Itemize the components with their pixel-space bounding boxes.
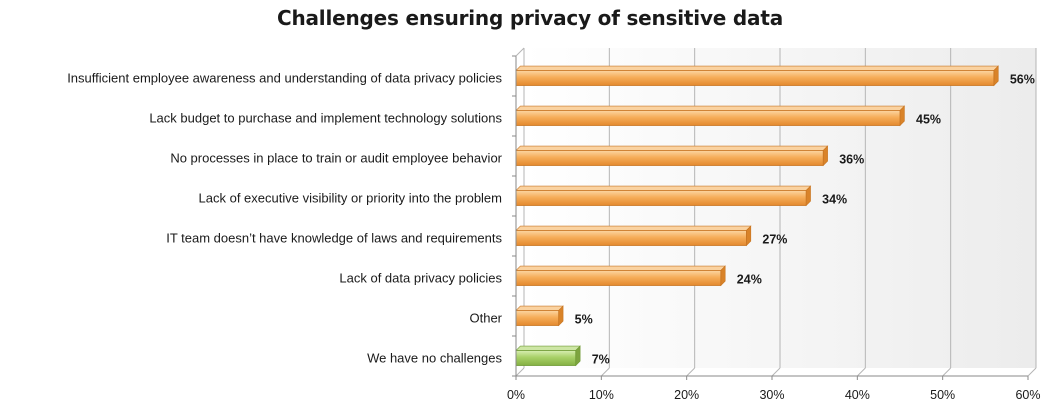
bar [515, 145, 829, 167]
category-label: No processes in place to train or audit … [170, 150, 502, 165]
gridline-floor [686, 367, 696, 377]
bar-top-face [515, 265, 726, 271]
bar [515, 185, 812, 207]
bar [515, 345, 581, 367]
category-label: Lack of executive visibility or priority… [199, 190, 502, 205]
category-label: Lack budget to purchase and implement te… [149, 110, 502, 125]
x-tick-label: 30% [759, 388, 784, 402]
category-label: Insufficient employee awareness and unde… [67, 70, 502, 85]
x-tick-label: 0% [507, 388, 525, 402]
gridline-floor [1027, 367, 1037, 377]
data-label: 5% [575, 312, 593, 326]
x-tick-label: 40% [845, 388, 870, 402]
category-label: IT team doesn’t have knowledge of laws a… [166, 230, 502, 245]
category-label: Other [469, 310, 502, 325]
bar [515, 305, 564, 327]
gridline-floor [856, 367, 866, 377]
data-label: 56% [1010, 72, 1035, 86]
bar-front-face [515, 350, 577, 366]
gridline-floor [600, 367, 610, 377]
bar-top-face [515, 145, 829, 151]
chart-title: Challenges ensuring privacy of sensitive… [276, 6, 783, 30]
gridline-floor [942, 367, 952, 377]
bar-top-face [515, 305, 564, 311]
data-label: 7% [592, 352, 610, 366]
bar-top-face [515, 65, 999, 71]
x-tick-label: 10% [589, 388, 614, 402]
bar-top-face [515, 225, 752, 231]
bar-front-face [515, 110, 901, 126]
data-label: 27% [762, 232, 787, 246]
bar-front-face [515, 150, 824, 166]
bar [515, 265, 726, 287]
bar [515, 105, 906, 127]
x-tick-label: 20% [674, 388, 699, 402]
x-tick-label: 60% [1015, 388, 1040, 402]
data-label: 45% [916, 112, 941, 126]
bar-front-face [515, 270, 722, 286]
gridline-floor [515, 367, 525, 377]
data-label: 36% [839, 152, 864, 166]
bar-front-face [515, 70, 995, 86]
data-label: 24% [737, 272, 762, 286]
bar-top-face [515, 345, 581, 351]
bar-front-face [515, 230, 747, 246]
axis-edge [515, 47, 525, 57]
data-label: 34% [822, 192, 847, 206]
bar-front-face [515, 310, 560, 326]
category-label: Lack of data privacy policies [339, 270, 502, 285]
bar [515, 65, 999, 87]
bar-top-face [515, 105, 906, 111]
gridline-floor [771, 367, 781, 377]
bar [515, 225, 752, 247]
category-label: We have no challenges [367, 350, 502, 365]
bar-front-face [515, 190, 807, 206]
x-tick-label: 50% [930, 388, 955, 402]
bar-top-face [515, 185, 812, 191]
